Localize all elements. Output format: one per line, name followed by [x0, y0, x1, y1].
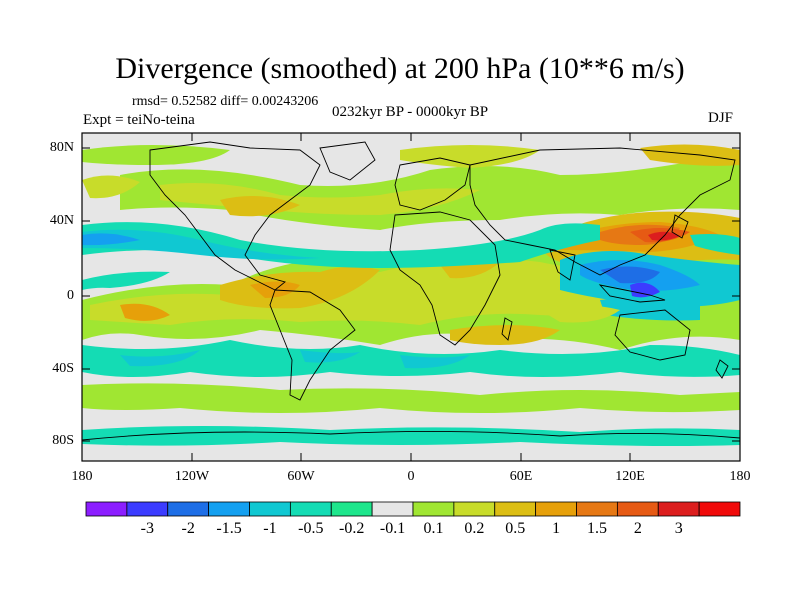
colorbar-tick-label: -0.2 [339, 520, 365, 537]
colorbar-tick-label: 1.5 [586, 520, 607, 537]
colorbar-tick-label: 0.1 [423, 520, 444, 537]
lon-tick-label: 120E [615, 469, 645, 484]
lat-tick-label: 0 [67, 288, 74, 303]
colorbar-swatch [330, 501, 373, 517]
season-text: DJF [708, 110, 734, 126]
colorbar-swatch [494, 501, 537, 517]
colorbar-swatch [167, 501, 210, 517]
lon-tick-label: 120W [174, 469, 210, 484]
colorbar-tick-label: -0.5 [298, 520, 324, 537]
colorbar-swatch [698, 501, 741, 517]
colorbar-swatch [576, 501, 618, 517]
colorbar [85, 501, 741, 517]
lon-tick-label: 60W [287, 469, 315, 484]
colorbar-tick-label: 1 [552, 520, 561, 537]
lat-tick-label: 40S [52, 361, 74, 376]
colorbar-tick-label: -2 [181, 520, 195, 537]
colorbar-tick-label: -3 [140, 520, 154, 537]
colorbar-swatch [657, 501, 700, 517]
lon-tick-label: 180 [729, 469, 751, 484]
colorbar-swatch [371, 501, 414, 517]
colorbar-tick-label: -0.1 [379, 520, 406, 537]
lat-tick-label: 80S [52, 433, 74, 448]
axis-ticks [82, 133, 740, 461]
divergence-fields [82, 144, 740, 446]
colorbar-tick-label: 0.2 [464, 520, 485, 537]
stats-text: rmsd= 0.52582 diff= 0.00243206 [132, 94, 319, 109]
coastlines [82, 141, 740, 441]
lon-tick-label: 60E [509, 469, 533, 484]
colorbar-swatch [535, 501, 577, 517]
colorbar-swatch [126, 501, 169, 517]
colorbar-swatch [208, 501, 250, 517]
colorbar-tick-label: 0.5 [505, 520, 526, 537]
colorbar-swatch [412, 501, 455, 517]
lat-tick-label: 80N [49, 140, 74, 155]
colorbar-tick-label: -1 [263, 520, 277, 537]
lat-tick-label: 40N [49, 213, 74, 228]
period-text: 0232kyr BP - 0000kyr BP [331, 104, 489, 120]
colorbar-swatch [85, 501, 128, 517]
colorbar-swatch [249, 501, 291, 517]
colorbar-swatch [453, 501, 496, 517]
colorbar-swatch [289, 501, 332, 517]
colorbar-tick-label: -1.5 [216, 520, 242, 537]
colorbar-tick-label: 2 [633, 520, 642, 537]
colorbar-swatch [616, 501, 659, 517]
colorbar-tick-label: 3 [674, 520, 683, 537]
chart-title: Divergence (smoothed) at 200 hPa (10**6 … [115, 52, 685, 85]
lon-tick-label: 0 [407, 469, 415, 484]
lon-tick-label: 180 [71, 469, 93, 484]
experiment-text: Expt = teiNo-teina [83, 112, 195, 128]
